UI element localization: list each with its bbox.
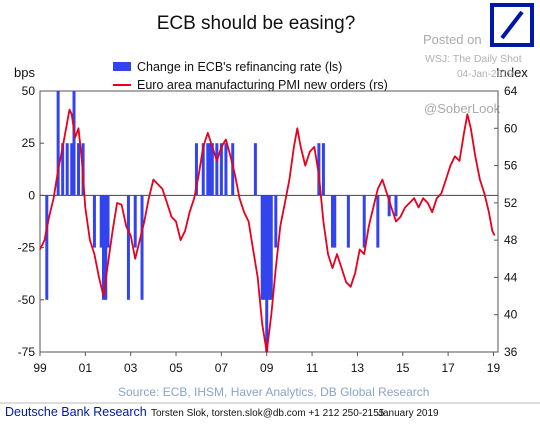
x-axis-tick-label: 19: [487, 361, 501, 375]
refi-rate-bar: [101, 195, 105, 300]
left-axis-tick-label: -50: [18, 293, 36, 307]
plot-frame: [39, 90, 499, 353]
x-axis-tick-label: 01: [79, 361, 93, 375]
right-axis-tick-label: 52: [504, 196, 518, 210]
refi-rate-bar: [206, 143, 210, 196]
refi-rate-bar: [65, 143, 69, 196]
x-axis-tick-label: 99: [33, 361, 47, 375]
refi-rate-bar: [61, 143, 65, 196]
right-axis-tick-label: 60: [504, 121, 518, 135]
refi-rate-bar: [194, 143, 198, 196]
refi-rate-bar: [99, 195, 103, 248]
footer-brand: Deutsche Bank Research: [5, 405, 147, 419]
refi-rate-bar: [133, 195, 137, 248]
left-axis-tick-label: -75: [18, 345, 36, 359]
x-axis-tick-label: 03: [124, 361, 138, 375]
watermark-source: WSJ: The Daily Shot: [425, 53, 522, 65]
right-axis-tick-label: 48: [504, 233, 518, 247]
x-axis-tick-label: 15: [396, 361, 410, 375]
right-axis-label: Index: [496, 65, 528, 80]
refi-rate-bar: [201, 143, 205, 196]
refi-rate-bar: [215, 143, 219, 196]
pmi-new-orders-line: [39, 108, 496, 353]
refi-rate-bar: [346, 195, 350, 248]
refi-rate-bar: [92, 195, 96, 248]
refi-rate-bar: [208, 143, 212, 196]
right-axis-tick-label: 64: [504, 84, 518, 98]
refi-rate-bar: [274, 195, 278, 248]
legend-bar-swatch: [113, 62, 131, 71]
chart-title: ECB should be easing?: [157, 13, 356, 34]
refi-rate-bar: [376, 195, 380, 248]
legend-bar-label: Change in ECB's refinancing rate (ls): [137, 60, 342, 74]
refi-rate-bar: [140, 195, 144, 300]
right-axis-tick-label: 56: [504, 159, 518, 173]
right-axis-tick-label: 40: [504, 308, 518, 322]
footer: Deutsche Bank Research Torsten Slok, tor…: [0, 402, 540, 419]
left-axis-tick-label: 50: [22, 84, 36, 98]
refi-rate-bar: [333, 195, 337, 248]
right-axis-tick-label: 36: [504, 345, 518, 359]
refi-rate-bar: [72, 91, 76, 196]
x-axis-tick-label: 13: [351, 361, 365, 375]
x-axis-tick-label: 17: [441, 361, 455, 375]
refi-rate-bar: [56, 91, 60, 196]
watermark-date: 04-Jan-2019: [457, 69, 514, 80]
source-note: Source: ECB, IHSM, Haver Analytics, DB G…: [118, 385, 429, 399]
right-axis-tick-label: 44: [504, 270, 518, 284]
deutsche-bank-logo: [490, 3, 534, 47]
left-axis-tick-label: 0: [28, 188, 35, 202]
legend-line-label: Euro area manufacturing PMI new orders (…: [137, 78, 388, 92]
refi-rate-bar: [210, 143, 214, 196]
refi-rate-bar: [219, 143, 223, 196]
refi-rate-bar: [70, 143, 74, 196]
refi-rate-bar: [321, 143, 325, 196]
watermark-posted: Posted on: [423, 32, 482, 47]
x-axis-tick-label: 05: [169, 361, 183, 375]
refi-rate-bar: [260, 195, 264, 300]
x-axis-tick-label: 07: [215, 361, 229, 375]
refi-rate-bar: [77, 143, 81, 196]
refi-rate-bar: [394, 195, 398, 217]
refi-rate-bar: [267, 195, 271, 300]
refi-rate-bar: [330, 195, 334, 248]
legend: Change in ECB's refinancing rate (ls) Eu…: [113, 60, 388, 92]
refi-rate-bar: [253, 143, 257, 196]
refi-rate-bar: [269, 195, 273, 300]
refi-rate-bar: [106, 195, 110, 248]
x-axis-tick-label: 11: [306, 361, 319, 375]
left-axis-label: bps: [14, 65, 35, 80]
refi-rate-bar: [224, 143, 228, 196]
left-axis-tick-label: -25: [18, 241, 36, 255]
refi-rate-bar: [262, 195, 266, 300]
refi-rate-bar: [265, 195, 269, 352]
refi-rate-bar: [387, 195, 391, 217]
refi-rate-bar: [45, 195, 49, 300]
refi-rate-bar: [126, 195, 130, 300]
x-axis-tick-label: 09: [260, 361, 274, 375]
footer-date: January 2019: [378, 408, 439, 419]
watermark-handle: @SoberLook: [424, 101, 501, 116]
refi-rate-bar: [362, 195, 366, 248]
footer-author: Torsten Slok, torsten.slok@db.com +1 212…: [151, 408, 385, 419]
refi-rate-bar: [104, 195, 108, 300]
left-axis-tick-label: 25: [22, 136, 36, 150]
